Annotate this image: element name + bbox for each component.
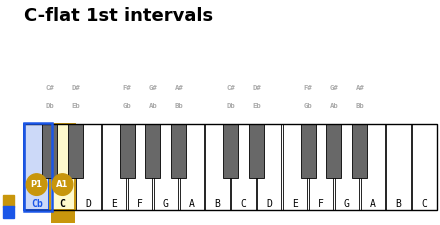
- Bar: [412, 124, 436, 210]
- Text: C-flat 1st intervals: C-flat 1st intervals: [24, 7, 213, 25]
- Text: A: A: [189, 199, 195, 209]
- Text: G#: G#: [149, 85, 158, 91]
- Text: F: F: [137, 199, 143, 209]
- Text: Db: Db: [45, 103, 54, 109]
- Bar: [120, 124, 135, 178]
- Text: A1: A1: [56, 180, 69, 189]
- Text: Eb: Eb: [71, 103, 80, 109]
- Bar: [223, 124, 238, 178]
- Bar: [326, 124, 341, 178]
- Bar: [68, 124, 83, 178]
- Bar: [283, 124, 308, 210]
- Bar: [335, 124, 359, 210]
- Bar: [146, 124, 161, 178]
- Circle shape: [26, 174, 47, 195]
- Bar: [352, 124, 367, 178]
- Bar: [309, 124, 333, 210]
- Text: C: C: [241, 199, 246, 209]
- Bar: [102, 124, 126, 210]
- Bar: [128, 124, 152, 210]
- Bar: [301, 124, 315, 178]
- Bar: [231, 124, 256, 210]
- Text: F: F: [318, 199, 324, 209]
- Bar: [50, 124, 75, 210]
- Text: F#: F#: [123, 85, 132, 91]
- Bar: [25, 124, 436, 210]
- Bar: [76, 124, 100, 210]
- Text: E: E: [111, 199, 117, 209]
- Bar: [3, 195, 14, 207]
- Text: basicmusictheory.com: basicmusictheory.com: [6, 75, 11, 141]
- Bar: [386, 124, 411, 210]
- Text: C: C: [59, 199, 66, 209]
- Text: Bb: Bb: [356, 103, 364, 109]
- Text: P1: P1: [31, 180, 43, 189]
- Text: G: G: [344, 199, 350, 209]
- Text: Db: Db: [226, 103, 235, 109]
- Text: E: E: [292, 199, 298, 209]
- Text: A#: A#: [175, 85, 183, 91]
- Bar: [25, 124, 49, 210]
- Text: B: B: [396, 199, 402, 209]
- Text: Gb: Gb: [304, 103, 312, 109]
- Text: C: C: [422, 199, 427, 209]
- Bar: [257, 124, 282, 210]
- Text: D: D: [85, 199, 91, 209]
- Text: Gb: Gb: [123, 103, 132, 109]
- Text: G: G: [163, 199, 169, 209]
- Text: C#: C#: [45, 85, 54, 91]
- Text: Bb: Bb: [175, 103, 183, 109]
- Text: Ab: Ab: [330, 103, 338, 109]
- Bar: [42, 124, 57, 178]
- Circle shape: [52, 174, 73, 195]
- Bar: [180, 124, 204, 210]
- Text: Cb: Cb: [31, 199, 43, 209]
- Bar: [154, 124, 178, 210]
- Bar: [171, 124, 187, 178]
- Text: A: A: [370, 199, 376, 209]
- Bar: [3, 206, 14, 218]
- Text: G#: G#: [330, 85, 338, 91]
- Text: A#: A#: [356, 85, 364, 91]
- Text: D#: D#: [252, 85, 261, 91]
- Text: C#: C#: [226, 85, 235, 91]
- Bar: [249, 124, 264, 178]
- Bar: [51, 211, 75, 223]
- Text: Eb: Eb: [252, 103, 261, 109]
- Bar: [361, 124, 385, 210]
- Text: D: D: [266, 199, 272, 209]
- Text: D#: D#: [71, 85, 80, 91]
- Bar: [24, 124, 52, 211]
- Text: B: B: [215, 199, 220, 209]
- Text: Ab: Ab: [149, 103, 158, 109]
- Bar: [205, 124, 230, 210]
- Text: F#: F#: [304, 85, 312, 91]
